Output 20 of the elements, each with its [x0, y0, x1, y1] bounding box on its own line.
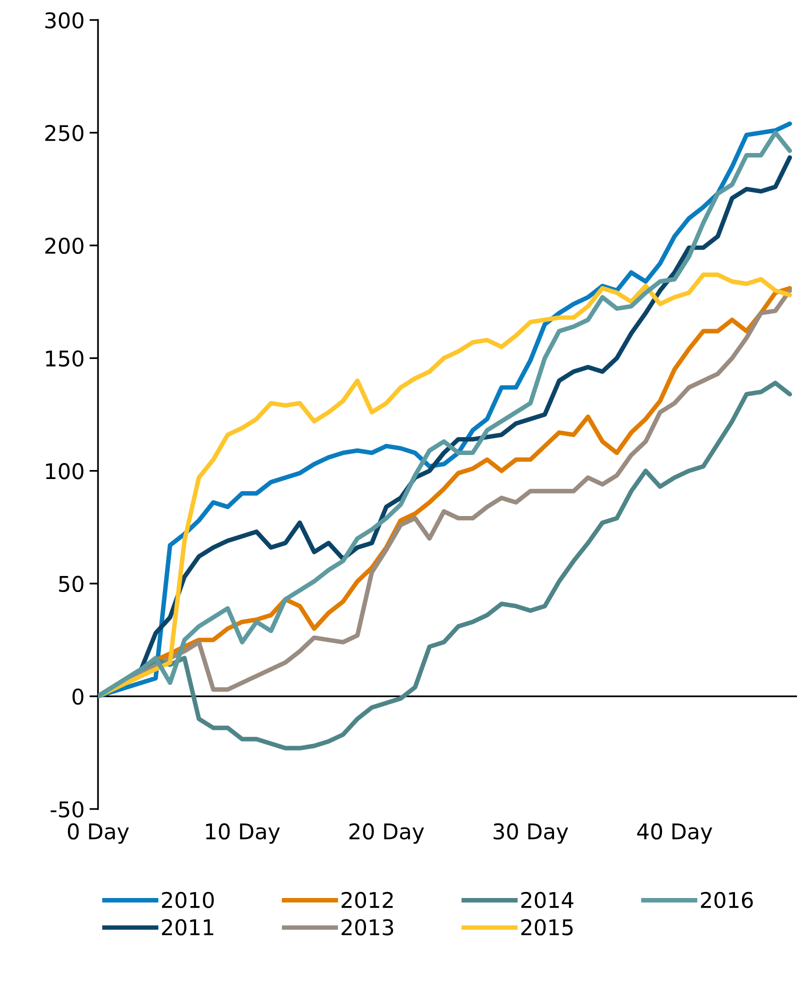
- legend-label: 2014: [521, 892, 574, 908]
- y-tick-label: 200: [45, 238, 84, 254]
- y-tick-label: 250: [45, 124, 84, 142]
- legend-label: 2010: [162, 892, 214, 908]
- legend-label: 2011: [162, 919, 214, 936]
- y-tick-label: 50: [59, 576, 84, 592]
- y-tick-label: 100: [46, 463, 84, 480]
- legend-label: 2016: [700, 892, 753, 908]
- x-tick-label: 10 Day: [206, 823, 280, 844]
- legend-label: 2013: [342, 919, 394, 936]
- y-tick-label: -50: [50, 801, 84, 818]
- x-tick-label: 30 Day: [494, 823, 568, 844]
- x-tick-label: 20 Day: [349, 823, 424, 844]
- legend-label: 2015: [521, 919, 573, 936]
- x-tick-label: 0 Day: [68, 823, 129, 844]
- y-tick-label: 150: [46, 350, 84, 367]
- x-tick-label: 40 Day: [637, 823, 712, 844]
- y-tick-label: 0: [72, 688, 84, 705]
- legend-label: 2012: [342, 892, 393, 908]
- y-tick-label: 300: [45, 12, 84, 28]
